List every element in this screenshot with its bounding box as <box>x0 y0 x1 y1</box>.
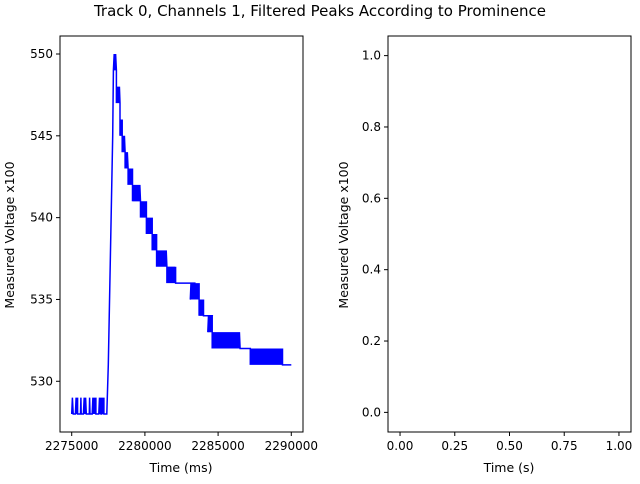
left-xtick-label: 2285000 <box>191 439 244 453</box>
left-xtick-label: 2280000 <box>118 439 171 453</box>
left-ylabel: Measured Voltage x100 <box>2 161 17 308</box>
left-ytick-label: 540 <box>30 211 53 225</box>
right-xtick-label: 0.00 <box>387 439 414 453</box>
right-xtick-label: 0.50 <box>496 439 523 453</box>
left-axes: 2275000 2280000 2285000 2290000 530 535 540 545… <box>2 35 318 475</box>
figure-title: Track 0, Channels 1, Filtered Peaks Acco… <box>93 2 546 20</box>
right-axes: 0.00 0.25 0.50 0.75 1.00 0.0 0.2 0.4 0.6 0.8 1.0 T… <box>336 35 632 475</box>
right-ytick-label: 0.8 <box>362 120 381 134</box>
right-ytick-label: 0.6 <box>362 191 381 205</box>
left-xtick-label: 2275000 <box>45 439 98 453</box>
right-xtick-label: 0.25 <box>441 439 468 453</box>
left-axes-frame <box>59 35 304 433</box>
series-line-0 <box>70 53 292 415</box>
right-xtick-label: 1.00 <box>606 439 633 453</box>
left-ytick-label: 530 <box>30 374 53 388</box>
right-ytick-label: 1.0 <box>362 49 381 63</box>
left-ytick-label: 535 <box>30 292 53 306</box>
left-xlabel: Time (ms) <box>148 460 212 475</box>
right-axes-frame <box>387 35 632 433</box>
right-ytick-label: 0.4 <box>362 263 381 277</box>
left-plot-area <box>70 53 292 415</box>
right-ytick-label: 0.0 <box>362 405 381 419</box>
left-xtick-label: 2290000 <box>265 439 318 453</box>
right-ytick-label: 0.2 <box>362 334 381 348</box>
right-ticks: 0.00 0.25 0.50 0.75 1.00 0.0 0.2 0.4 0.6 0.8 1.0 <box>362 49 632 453</box>
left-ytick-label: 550 <box>30 47 53 61</box>
left-ticks: 2275000 2280000 2285000 2290000 530 535 540 545… <box>30 47 318 453</box>
left-ytick-label: 545 <box>30 129 53 143</box>
right-xlabel: Time (s) <box>483 460 535 475</box>
right-ylabel: Measured Voltage x100 <box>336 161 351 308</box>
right-xtick-label: 0.75 <box>551 439 578 453</box>
